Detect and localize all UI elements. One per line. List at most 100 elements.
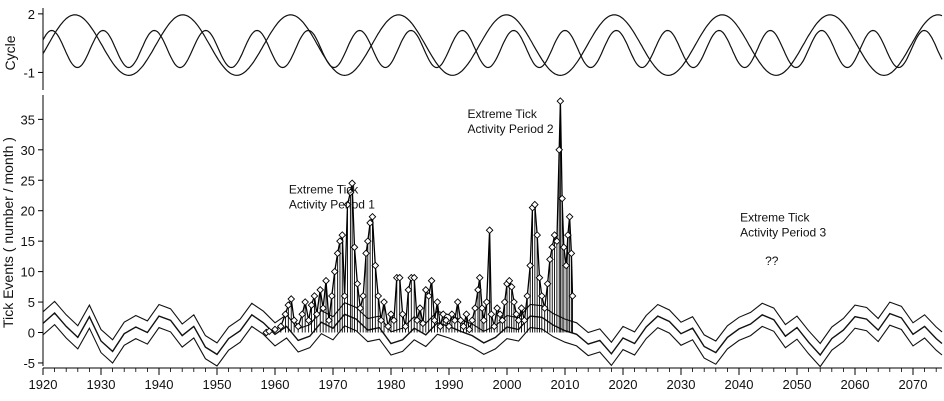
observed-point — [550, 231, 559, 239]
observed-point — [430, 316, 439, 325]
fitted-model-line — [42, 312, 943, 357]
x-tick-label: 1990 — [435, 377, 464, 392]
observed-point — [535, 273, 544, 282]
observed-point — [368, 212, 377, 221]
lower-band-line — [42, 323, 943, 368]
observed-point — [500, 298, 509, 306]
upper-band-line — [42, 300, 943, 345]
observed-point — [413, 316, 421, 325]
observed-point — [475, 273, 484, 282]
tick-y-axis-label: Tick Events ( number / month ) — [0, 137, 16, 328]
observed-point — [284, 301, 293, 309]
annotation-text: Extreme Tick — [289, 183, 359, 197]
observed-point — [468, 316, 477, 325]
observed-point — [439, 310, 448, 319]
observed-point — [301, 298, 309, 306]
observed-point — [322, 276, 330, 285]
observed-point — [436, 322, 445, 331]
x-tick-label: 2070 — [899, 377, 928, 392]
x-tick-label: 2010 — [551, 377, 580, 392]
observed-point — [445, 322, 453, 331]
annotation-text: Activity Period 1 — [289, 198, 375, 212]
observed-point — [568, 292, 577, 300]
x-tick-label: 1950 — [203, 377, 232, 392]
observed-point — [512, 310, 521, 319]
observed-point — [287, 295, 296, 303]
x-tick-label: 2050 — [783, 377, 812, 392]
observed-point — [377, 316, 385, 325]
observed-point — [567, 249, 576, 258]
observed-point — [340, 292, 349, 300]
observed-point — [487, 310, 496, 319]
observed-point — [330, 267, 339, 276]
observed-point — [543, 279, 552, 288]
observed-point — [380, 298, 388, 306]
observed-point — [328, 292, 336, 300]
observed-point — [404, 286, 413, 294]
observed-point — [510, 298, 518, 306]
observed-point — [271, 325, 279, 334]
observed-point — [537, 292, 546, 300]
observed-point — [338, 231, 347, 239]
tick-y-tick-label: 15 — [21, 234, 35, 249]
x-tick-label: 1920 — [29, 377, 58, 392]
cycle-series-line — [42, 14, 943, 77]
annotation-text: Extreme Tick — [740, 211, 810, 225]
observed-point — [479, 316, 488, 325]
observed-point — [453, 298, 462, 306]
observed-point — [490, 322, 499, 331]
observed-point — [374, 292, 383, 300]
observed-point — [548, 243, 557, 252]
observed-point — [363, 237, 372, 245]
observed-point — [493, 304, 501, 312]
tick-y-tick-label: 30 — [21, 143, 35, 158]
observed-point — [390, 316, 398, 325]
observed-point — [276, 322, 285, 331]
tick-y-tick-label: 0 — [28, 326, 35, 341]
annotation-text: ?? — [765, 254, 779, 268]
cycle-y-tick-label: 2 — [28, 7, 35, 22]
annotation-text: Activity Period 2 — [468, 122, 554, 136]
tick-y-tick-label: -5 — [23, 356, 35, 371]
observed-point — [359, 292, 367, 300]
cycle-panel: 2 -1 Cycle — [2, 7, 943, 90]
observed-point — [533, 231, 541, 239]
observed-point — [387, 310, 395, 319]
observed-point — [462, 310, 471, 319]
observed-point — [421, 286, 430, 294]
observed-point — [450, 316, 459, 325]
x-tick-label: 2000 — [493, 377, 522, 392]
observed-point — [298, 310, 307, 319]
observed-point — [265, 327, 274, 336]
observed-point — [456, 316, 465, 325]
observed-point — [366, 219, 374, 227]
observed-point — [507, 282, 516, 291]
tick-y-tick-label: 20 — [21, 204, 35, 219]
x-tick-label: 2030 — [667, 377, 696, 392]
x-tick-label: 1940 — [145, 377, 174, 392]
observed-point — [304, 316, 313, 325]
observed-point — [416, 304, 424, 312]
observed-point — [312, 310, 321, 319]
observed-point — [523, 292, 532, 300]
annotation-text: Activity Period 3 — [740, 226, 826, 240]
observed-point — [319, 304, 327, 312]
observed-point — [290, 316, 298, 325]
observed-point — [353, 279, 362, 288]
observed-point — [307, 301, 316, 309]
observed-point — [294, 322, 303, 331]
x-tick-label: 2060 — [841, 377, 870, 392]
observed-point — [465, 325, 474, 334]
observed-point — [419, 319, 427, 328]
observed-point — [398, 310, 407, 319]
observed-point — [555, 145, 564, 154]
cycle-series-line — [42, 29, 943, 69]
observed-point — [350, 243, 359, 252]
observed-point — [505, 276, 514, 285]
annotation-text: Extreme Tick — [468, 107, 538, 121]
tick-y-tick-label: 10 — [21, 265, 35, 280]
cycle-y-axis-label: Cycle — [2, 35, 18, 70]
observed-point — [560, 243, 568, 252]
observed-point — [336, 237, 344, 245]
observed-point — [514, 316, 523, 325]
